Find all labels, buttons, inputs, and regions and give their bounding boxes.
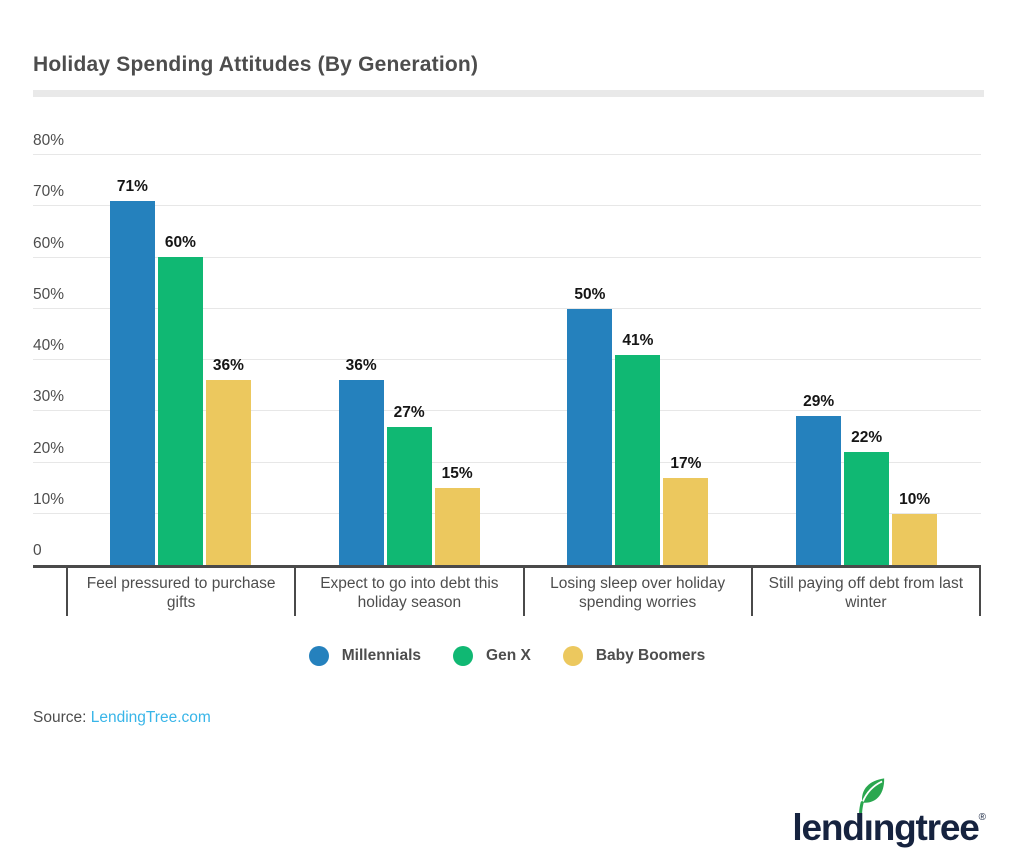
y-tick-label: 50%	[33, 285, 65, 303]
legend-swatch	[453, 646, 474, 666]
lendingtree-logo: lendıngtree®	[792, 778, 986, 851]
gridline	[33, 512, 981, 514]
bar-gen-x: 22%	[844, 429, 890, 565]
gridline	[33, 256, 981, 258]
bar-gen-x: 41%	[615, 332, 661, 565]
bar-value-label: 15%	[441, 465, 473, 482]
bar-millennials: 50%	[567, 286, 613, 565]
bar-value-label: 36%	[345, 357, 377, 374]
bar-value-label: 50%	[574, 286, 606, 303]
bar-value-label: 71%	[116, 178, 148, 195]
bar-value-label: 60%	[164, 234, 196, 251]
bar-group: 50% 41% 17%	[524, 201, 753, 565]
source-prefix: Source:	[33, 709, 91, 726]
bar-baby-boomers: 17%	[663, 455, 709, 565]
y-tick-label: 70%	[33, 183, 65, 201]
source-link[interactable]: LendingTree.com	[90, 709, 211, 726]
legend-label: Millennials	[341, 647, 422, 664]
legend-label: Baby Boomers	[595, 647, 706, 664]
y-tick-label: 30%	[33, 388, 65, 406]
gridline	[33, 307, 981, 309]
bar-value-label: 22%	[851, 429, 883, 446]
bar-gen-x: 60%	[157, 234, 203, 565]
legend-item: Gen X	[453, 646, 531, 666]
bar-value-label: 36%	[212, 357, 244, 374]
bar-millennials: 36%	[338, 357, 384, 565]
bar-gen-x: 27%	[386, 404, 432, 565]
bar-group: 71% 60% 36%	[66, 178, 295, 565]
bar-baby-boomers: 15%	[434, 465, 480, 565]
legend-swatch	[308, 646, 329, 666]
x-category-label: Feel pressured to purchase gifts	[66, 568, 294, 616]
legend-item: Baby Boomers	[562, 646, 706, 666]
bar-millennials: 29%	[796, 393, 842, 565]
y-tick-label: 80%	[33, 132, 65, 149]
bar-value-label: 29%	[803, 393, 835, 410]
gridline	[33, 205, 981, 207]
x-category-label: Expect to go into debt this holiday seas…	[294, 568, 522, 616]
chart-container: Holiday Spending Attitudes (By Generatio…	[33, 53, 984, 727]
plot-area: 0 10% 20% 30% 40% 50% 60% 70% 80% 71% 60% 36% 36% 27%…	[33, 131, 981, 568]
bars-row: 71% 60% 36% 36% 27% 15% 50% 41% 17% 29% 22% 10%	[66, 178, 981, 565]
y-tick-label: 0	[33, 542, 42, 559]
y-tick-label: 20%	[33, 439, 65, 457]
gridline	[33, 359, 981, 360]
title-divider	[33, 90, 984, 97]
leaf-icon	[859, 778, 885, 813]
bar-value-label: 17%	[670, 455, 702, 472]
x-axis-category-row: Feel pressured to purchase gifts Expect t…	[66, 568, 981, 616]
legend: Millennials Gen X Baby Boomers	[33, 646, 981, 666]
legend-label: Gen X	[486, 647, 531, 664]
registered-mark: ®	[978, 812, 986, 823]
bar-value-label: 10%	[899, 491, 931, 508]
bar-baby-boomers: 36%	[205, 357, 251, 565]
bar-value-label: 27%	[393, 404, 425, 421]
y-tick-label: 10%	[33, 490, 65, 508]
bar-value-label: 41%	[622, 332, 654, 349]
bar-baby-boomers: 10%	[892, 491, 938, 565]
page-title: Holiday Spending Attitudes (By Generatio…	[33, 53, 479, 76]
y-tick-label: 60%	[33, 234, 65, 252]
gridline	[33, 410, 981, 412]
source-line: Source: LendingTree.com	[33, 709, 981, 727]
bar-millennials: 71%	[109, 178, 155, 565]
x-category-label: Losing sleep over holiday spending worri…	[522, 568, 751, 616]
logo-wordmark: lendıngtree	[792, 807, 979, 848]
gridline	[33, 154, 981, 155]
bar-group: 29% 22% 10%	[752, 201, 981, 565]
x-category-label: Still paying off debt from last winter	[750, 568, 981, 616]
gridline	[33, 461, 981, 463]
legend-swatch	[562, 646, 583, 666]
bar-group: 36% 27% 15%	[295, 201, 524, 565]
y-tick-label: 40%	[33, 337, 65, 354]
legend-item: Millennials	[308, 646, 422, 666]
